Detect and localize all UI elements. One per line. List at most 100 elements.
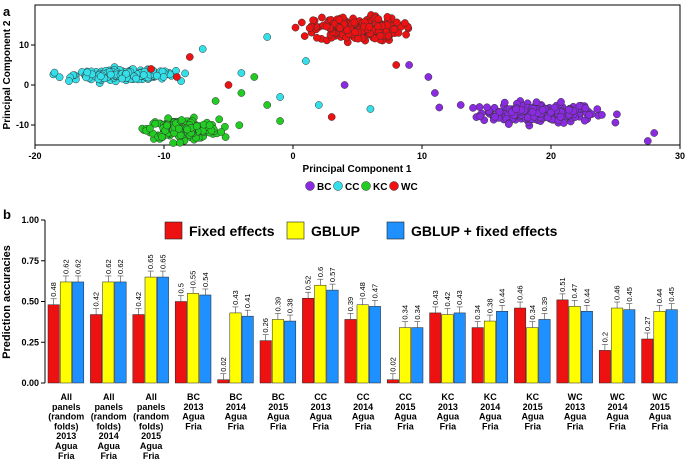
- bar-group: 0.260.39 0.38: [259, 297, 297, 384]
- point-wc: [300, 32, 309, 40]
- bar-value-label: 0.46: [516, 285, 525, 300]
- legend-swatch-cc: [333, 181, 343, 191]
- legend-swatch-gblup_fixed: [386, 221, 405, 240]
- bar-value-label: 0.47: [570, 284, 579, 299]
- point-cc: [198, 45, 207, 53]
- bar-fixed: [259, 340, 272, 384]
- point-wc: [318, 13, 326, 22]
- point-bc: [405, 61, 413, 69]
- cluster-bc: [435, 97, 621, 130]
- bar-gblup: [229, 312, 242, 384]
- category-label-line: Fria: [652, 421, 670, 431]
- category-label-line: All: [145, 392, 157, 402]
- scatter-points: [49, 11, 659, 147]
- x-tick-label: 20: [546, 151, 556, 161]
- point-kc: [176, 131, 185, 140]
- category-label-line: Fria: [355, 421, 373, 431]
- category-label-line: Fria: [100, 451, 118, 461]
- point-kc: [235, 121, 244, 130]
- scatter-frame: [34, 4, 681, 146]
- bar-gblup: [356, 304, 369, 384]
- point-cc: [302, 57, 310, 65]
- category-label-line: Fria: [482, 421, 500, 431]
- category-label-line: Agua: [479, 412, 502, 422]
- point-bc: [528, 108, 537, 116]
- bar-value-label: 0.42: [92, 292, 101, 307]
- point-kc: [276, 117, 284, 125]
- cluster-kc: [138, 113, 244, 147]
- bar-value-label: 0.39: [273, 297, 282, 312]
- y-tick-label: -10: [16, 120, 29, 130]
- point-cc: [263, 33, 272, 41]
- point-cc: [132, 74, 140, 83]
- legend-swatch-fixed: [164, 221, 183, 240]
- point-wc: [376, 31, 385, 40]
- point-wc: [365, 23, 373, 31]
- bar-gblup_fixed: [538, 319, 551, 384]
- point-bc: [491, 112, 499, 121]
- point-bc: [557, 98, 565, 106]
- category-label-line: 2014: [226, 402, 246, 412]
- point-wc: [392, 61, 401, 69]
- category-label-line: 2013: [183, 402, 203, 412]
- panel-b-label: b: [3, 207, 11, 222]
- bar-value-label: 0.45: [667, 287, 676, 302]
- bar-value-label: 0.26: [261, 318, 270, 333]
- bar-gblup_fixed: [72, 281, 85, 384]
- bar-value-label: 0.62: [61, 259, 70, 274]
- bar-fixed: [217, 379, 230, 384]
- x-tick-label: 30: [675, 151, 685, 161]
- category-label-line: BC: [229, 392, 242, 402]
- category-label-line: Fria: [185, 421, 203, 431]
- point-wc: [374, 22, 382, 31]
- bar-gblup_fixed: [326, 289, 339, 384]
- point-wc: [350, 18, 359, 27]
- point-cc: [96, 72, 105, 81]
- scatter-x-ticks: -20 -10 0 10 20 30: [28, 145, 685, 161]
- point-bc: [340, 81, 349, 89]
- point-bc: [512, 105, 520, 114]
- point-kc: [174, 124, 183, 133]
- bar-gblup_fixed: [453, 312, 466, 384]
- category-label-line: All: [61, 392, 73, 402]
- point-wc: [305, 24, 314, 33]
- category-label-line: 2015: [395, 402, 415, 412]
- point-bc: [546, 108, 555, 117]
- bar-value-label: 0.47: [370, 284, 379, 299]
- category-label-line: Agua: [225, 412, 248, 422]
- category-label-line: Agua: [97, 441, 120, 451]
- point-bc: [469, 104, 477, 112]
- point-kc: [215, 115, 224, 124]
- point-wc: [291, 23, 300, 32]
- legend-label-fixed: Fixed effects: [189, 223, 275, 239]
- point-kc: [192, 122, 201, 131]
- category-label-line: folds): [139, 421, 164, 431]
- bar-fixed: [641, 338, 654, 384]
- category-label-line: Agua: [55, 441, 78, 451]
- bar-value-label: 0.34: [473, 305, 482, 320]
- bar-y-ticks: 0.00 0.25 0.50 0.75 1.00: [21, 215, 45, 388]
- category-label-line: 2013: [311, 402, 331, 412]
- point-kc: [221, 133, 230, 141]
- category-label-line: (random: [48, 412, 84, 422]
- category-label-line: 2015: [268, 402, 288, 412]
- y-tick-label: 0: [24, 80, 29, 90]
- point-bc: [598, 111, 606, 119]
- point-bc: [500, 98, 509, 107]
- x-tick-label: -20: [28, 151, 41, 161]
- legend-swatch-gblup: [286, 221, 305, 240]
- bar-value-label: 0.44: [582, 289, 591, 304]
- category-label-line: 2015: [141, 431, 161, 441]
- point-wc: [313, 33, 321, 42]
- bar-value-label: 0.43: [431, 290, 440, 305]
- category-label-line: 2015: [650, 402, 670, 412]
- point-bc: [456, 101, 465, 109]
- point-cc: [55, 73, 64, 82]
- bar-group: 0.02 0.34 0.34: [386, 305, 424, 384]
- bar-value-label: 0.34: [413, 305, 422, 320]
- bar-y-axis-title: Prediction accuracies: [1, 245, 13, 359]
